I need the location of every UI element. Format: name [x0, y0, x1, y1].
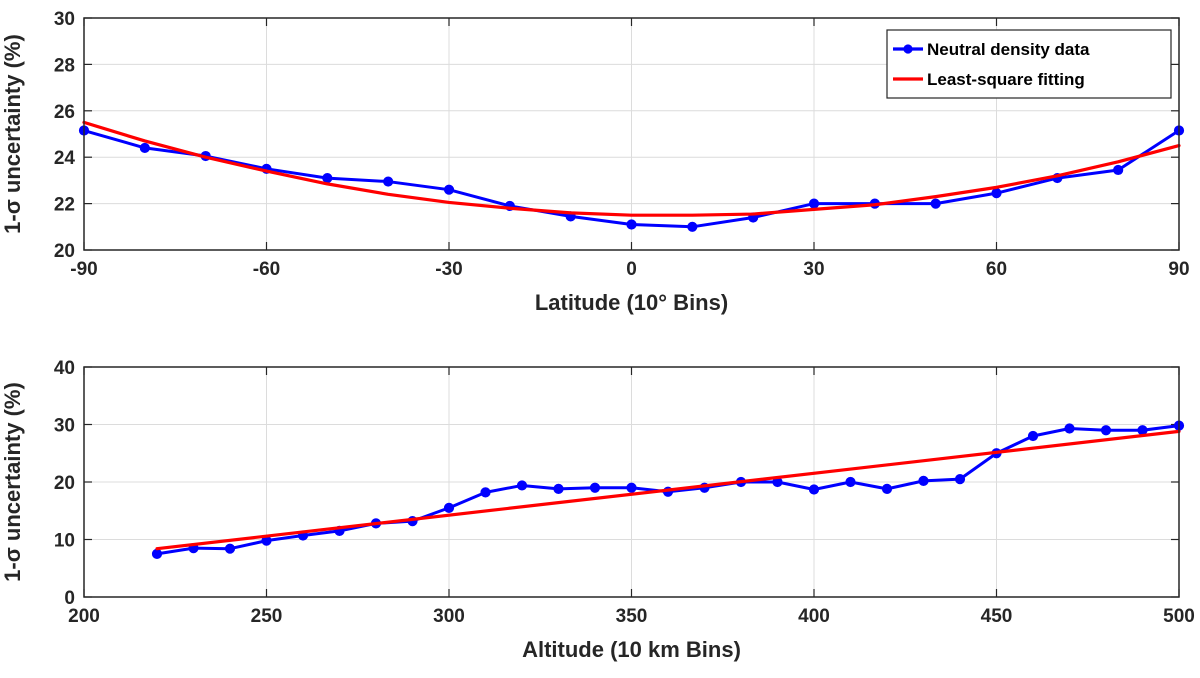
x-tick-label: 60 [986, 259, 1007, 280]
x-tick-label: 200 [68, 606, 100, 627]
data-point [443, 184, 455, 195]
y-tick-label: 22 [54, 195, 75, 216]
data-point [1113, 164, 1124, 176]
x-tick-label: -30 [435, 259, 462, 280]
fit-series-line [82, 120, 1181, 217]
data-point [991, 188, 1002, 199]
plot-frame [83, 366, 1180, 598]
data-point [626, 219, 637, 230]
data-point [845, 476, 856, 488]
data-point [687, 221, 698, 232]
data-point [808, 484, 820, 495]
x-axis-title: Altitude (10 km Bins) [522, 637, 741, 662]
data-point [139, 142, 150, 154]
data-point [808, 198, 820, 209]
y-axis-title: 1-σ uncertainty (%) [0, 382, 25, 582]
data-point [322, 172, 333, 184]
x-tick-label: 300 [433, 606, 465, 627]
y-tick-label: 40 [54, 358, 75, 379]
y-tick-label: 28 [54, 55, 75, 76]
data-point [1064, 423, 1075, 434]
data-point [1027, 430, 1039, 442]
x-tick-label: 450 [981, 606, 1013, 627]
x-tick-label: 0 [626, 259, 637, 280]
data-point [626, 482, 637, 493]
data-point [1100, 425, 1112, 436]
y-tick-label: 30 [54, 9, 75, 30]
plot-frame [83, 17, 1180, 251]
data-point [443, 502, 455, 513]
data-point [383, 176, 394, 187]
legend-label: Neutral density data [927, 40, 1090, 59]
data-point [954, 474, 966, 485]
y-tick-label: 0 [64, 588, 75, 609]
x-tick-label: -90 [70, 259, 97, 280]
y-tick-label: 24 [54, 148, 76, 169]
data-point [224, 543, 236, 554]
y-axis-title: 1-σ uncertainty (%) [0, 34, 25, 234]
legend-data-marker [903, 44, 913, 54]
legend-box [886, 29, 1172, 99]
data-point [516, 480, 528, 491]
legend: Neutral density data Least-square fitting [886, 29, 1172, 99]
y-tick-label: 30 [54, 416, 75, 437]
data-point [1137, 425, 1148, 436]
chart-panel-1: -90 -60 -30 0 30 60 90 20 22 24 26 28 30 Latitude (10… [0, 9, 1190, 315]
y-tick-label: 20 [54, 241, 75, 262]
data-point [918, 475, 929, 486]
data-point [151, 548, 163, 559]
x-tick-label: 350 [616, 606, 648, 627]
fit-series-line [155, 429, 1181, 551]
data-point [930, 198, 941, 209]
x-tick-label: -60 [253, 259, 280, 280]
x-tick-label: 500 [1163, 606, 1195, 627]
data-point [553, 483, 564, 494]
y-tick-label: 26 [54, 102, 75, 123]
x-tick-label: 90 [1168, 259, 1189, 280]
data-point [589, 482, 601, 493]
y-tick-label: 20 [54, 473, 75, 494]
x-tick-label: 30 [803, 259, 824, 280]
x-tick-label: 250 [251, 606, 283, 627]
legend-label: Least-square fitting [927, 70, 1085, 89]
y-tick-label: 10 [54, 531, 75, 552]
chart-panel-2: 200 250 300 350 400 450 500 0 10 20 30 40 Altitude (… [0, 358, 1195, 662]
data-point [480, 487, 491, 498]
x-tick-label: 400 [798, 606, 830, 627]
x-axis-title: Latitude (10° Bins) [535, 290, 728, 315]
data-point [881, 483, 893, 494]
